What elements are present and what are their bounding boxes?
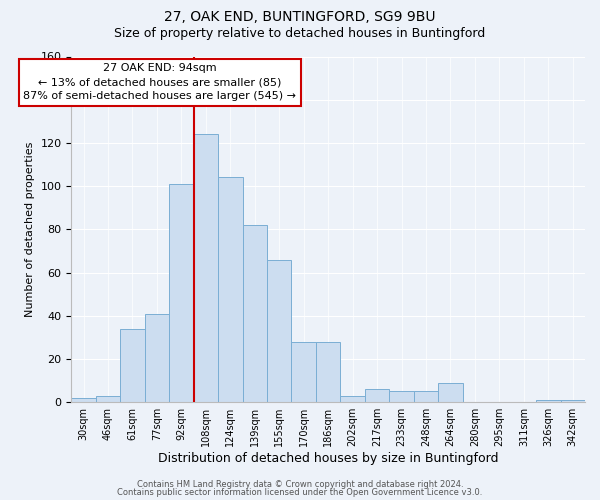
Bar [414, 392, 438, 402]
Bar [169, 184, 194, 402]
X-axis label: Distribution of detached houses by size in Buntingford: Distribution of detached houses by size … [158, 452, 499, 465]
Bar [438, 383, 463, 402]
Text: Contains public sector information licensed under the Open Government Licence v3: Contains public sector information licen… [118, 488, 482, 497]
Bar [389, 392, 414, 402]
Bar [120, 328, 145, 402]
Bar [218, 178, 242, 402]
Y-axis label: Number of detached properties: Number of detached properties [25, 142, 35, 317]
Bar [96, 396, 120, 402]
Bar [292, 342, 316, 402]
Text: Size of property relative to detached houses in Buntingford: Size of property relative to detached ho… [115, 28, 485, 40]
Bar [71, 398, 96, 402]
Bar [194, 134, 218, 402]
Bar [536, 400, 560, 402]
Bar [267, 260, 292, 402]
Text: Contains HM Land Registry data © Crown copyright and database right 2024.: Contains HM Land Registry data © Crown c… [137, 480, 463, 489]
Bar [365, 389, 389, 402]
Text: 27 OAK END: 94sqm
← 13% of detached houses are smaller (85)
87% of semi-detached: 27 OAK END: 94sqm ← 13% of detached hous… [23, 64, 296, 102]
Text: 27, OAK END, BUNTINGFORD, SG9 9BU: 27, OAK END, BUNTINGFORD, SG9 9BU [164, 10, 436, 24]
Bar [560, 400, 585, 402]
Bar [340, 396, 365, 402]
Bar [242, 225, 267, 402]
Bar [316, 342, 340, 402]
Bar [145, 314, 169, 402]
